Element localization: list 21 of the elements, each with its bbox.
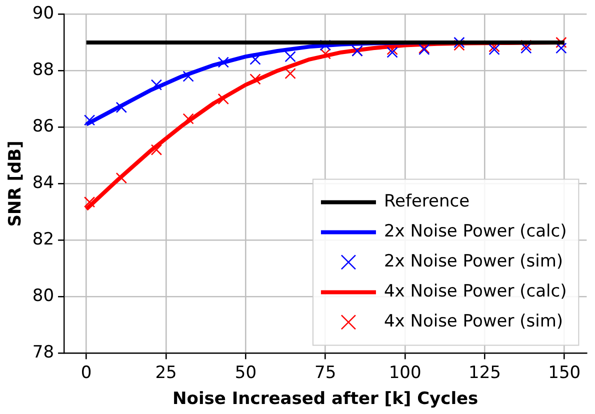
legend-label: 4x Noise Power (sim): [384, 312, 564, 332]
y-tick-label: 80: [32, 286, 54, 306]
legend-label: 2x Noise Power (sim): [384, 252, 564, 272]
x-tick-label: 25: [155, 362, 177, 383]
y-axis-title: SNR [dB]: [6, 140, 26, 227]
x-tick-label: 50: [234, 362, 257, 383]
y-tick-label: 84: [32, 173, 54, 194]
x-tick-label: 100: [388, 362, 422, 383]
legend-label: 2x Noise Power (calc): [384, 222, 567, 242]
y-tick-label: 86: [32, 116, 54, 137]
y-tick-label: 78: [32, 342, 54, 363]
x-tick-label: 125: [468, 362, 501, 383]
y-tick-label: 82: [32, 230, 54, 250]
legend-label: 4x Noise Power (calc): [384, 282, 567, 302]
y-tick-label: 90: [32, 4, 54, 24]
x-tick-label: 75: [314, 362, 336, 383]
x-tick-label: 150: [548, 362, 581, 383]
y-tick-label: 88: [32, 60, 54, 80]
x-axis-title: Noise Increased after [k] Cycles: [172, 389, 478, 410]
legend-label: Reference: [384, 192, 470, 212]
x-tick-label: 0: [80, 362, 92, 383]
